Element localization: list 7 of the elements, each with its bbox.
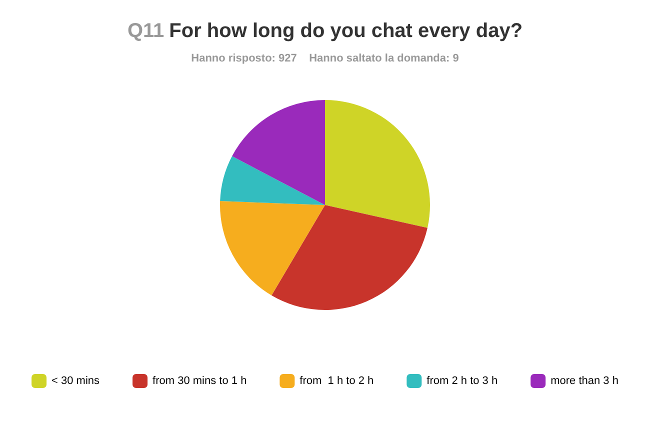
legend-label: from 2 h to 3 h bbox=[426, 375, 498, 387]
legend-label: more than 3 h bbox=[550, 375, 618, 387]
legend-label: from 1 h to 2 h bbox=[300, 375, 374, 387]
legend-label: from 30 mins to 1 h bbox=[152, 375, 247, 387]
legend-label: < 30 mins bbox=[52, 375, 100, 387]
chart-title: Q11 For how long do you chat every day? bbox=[127, 20, 523, 42]
chart-subtitle: Hanno risposto: 927 Hanno saltato la domanda: 9 bbox=[191, 52, 459, 64]
